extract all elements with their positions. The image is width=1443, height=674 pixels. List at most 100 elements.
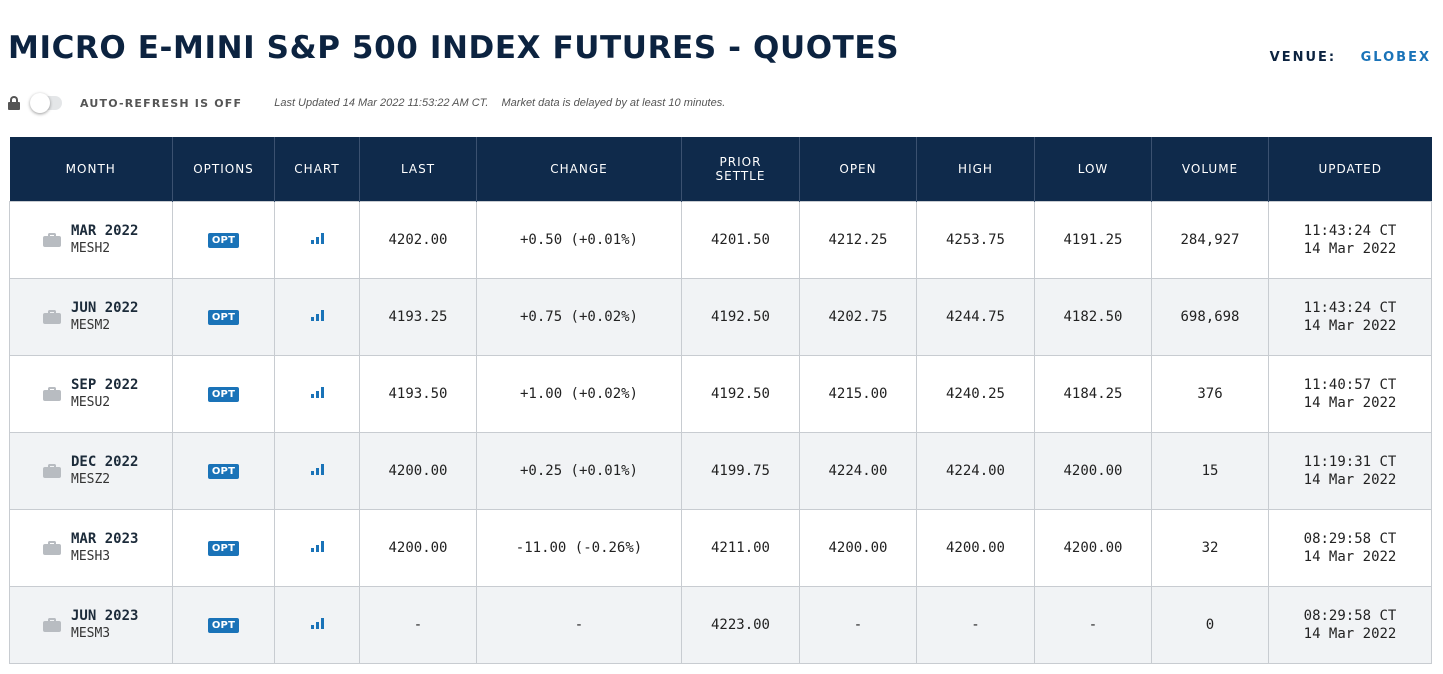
- page-title: MICRO E-MINI S&P 500 INDEX FUTURES - QUO…: [8, 30, 900, 66]
- delay-note-text: Market data is delayed by at least 10 mi…: [501, 97, 726, 109]
- chart-cell: [274, 508, 360, 587]
- options-cell: OPT: [172, 354, 275, 433]
- last-updated-text: Last Updated 14 Mar 2022 11:53:22 AM CT.: [274, 97, 489, 109]
- opt-button[interactable]: OPT: [207, 310, 240, 325]
- updated-cell: 08:29:58 CT 14 Mar 2022: [1268, 508, 1432, 587]
- contract-code: MESU2: [71, 394, 111, 410]
- col-low: LOW: [1034, 137, 1152, 201]
- opt-button[interactable]: OPT: [207, 541, 240, 556]
- table-header-row: MONTH OPTIONS CHART LAST CHANGE PRIOR SET…: [9, 137, 1432, 201]
- volume-cell: 32: [1151, 508, 1269, 587]
- contract-code: MESZ2: [71, 471, 111, 487]
- high-cell: 4224.00: [916, 431, 1035, 510]
- month-cell: DEC 2022 MESZ2: [9, 431, 173, 510]
- col-prior-settle: PRIOR SETTLE: [681, 137, 800, 201]
- col-change: CHANGE: [476, 137, 682, 201]
- col-open: OPEN: [799, 137, 917, 201]
- opt-button[interactable]: OPT: [207, 618, 240, 633]
- bar-chart-icon[interactable]: [310, 309, 324, 321]
- change-cell: +1.00 (+0.02%): [476, 354, 682, 433]
- opt-button[interactable]: OPT: [207, 387, 240, 402]
- prior-settle-cell: 4223.00: [681, 585, 800, 664]
- table-row: MAR 2022 MESH2 OPT 4202.00 +0.50 (+0.01%…: [9, 200, 1432, 279]
- col-updated: UPDATED: [1268, 137, 1432, 201]
- bar-chart-icon[interactable]: [310, 540, 324, 552]
- high-cell: 4200.00: [916, 508, 1035, 587]
- updated-cell: 11:43:24 CT 14 Mar 2022: [1268, 277, 1432, 356]
- opt-button[interactable]: OPT: [207, 233, 240, 248]
- high-cell: 4244.75: [916, 277, 1035, 356]
- volume-cell: 0: [1151, 585, 1269, 664]
- contract-month: MAR 2022: [71, 222, 139, 239]
- updated-date: 14 Mar 2022: [1303, 240, 1397, 257]
- col-last: LAST: [359, 137, 477, 201]
- updated-cell: 08:29:58 CT 14 Mar 2022: [1268, 585, 1432, 664]
- open-cell: -: [799, 585, 917, 664]
- low-cell: -: [1034, 585, 1152, 664]
- updated-cell: 11:40:57 CT 14 Mar 2022: [1268, 354, 1432, 433]
- updated-cell: 11:43:24 CT 14 Mar 2022: [1268, 200, 1432, 279]
- briefcase-icon[interactable]: [43, 540, 61, 555]
- chart-cell: [274, 354, 360, 433]
- prior-settle-cell: 4192.50: [681, 277, 800, 356]
- briefcase-icon[interactable]: [43, 463, 61, 478]
- last-cell: 4200.00: [359, 431, 477, 510]
- updated-time: 11:43:24 CT: [1303, 222, 1397, 239]
- open-cell: 4200.00: [799, 508, 917, 587]
- table-row: SEP 2022 MESU2 OPT 4193.50 +1.00 (+0.02%…: [9, 354, 1432, 433]
- last-updated-note: Last Updated 14 Mar 2022 11:53:22 AM CT.…: [274, 97, 735, 109]
- opt-button[interactable]: OPT: [207, 464, 240, 479]
- last-cell: 4202.00: [359, 200, 477, 279]
- updated-time: 11:43:24 CT: [1303, 299, 1397, 316]
- high-cell: -: [916, 585, 1035, 664]
- change-cell: +0.50 (+0.01%): [476, 200, 682, 279]
- col-prior-settle-line2: SETTLE: [715, 168, 766, 183]
- low-cell: 4191.25: [1034, 200, 1152, 279]
- col-month: MONTH: [9, 137, 173, 201]
- updated-time: 11:19:31 CT: [1303, 453, 1397, 470]
- briefcase-icon[interactable]: [43, 617, 61, 632]
- updated-date: 14 Mar 2022: [1303, 317, 1397, 334]
- venue-label: VENUE:: [1269, 50, 1337, 65]
- month-cell: JUN 2022 MESM2: [9, 277, 173, 356]
- prior-settle-cell: 4199.75: [681, 431, 800, 510]
- change-cell: +0.75 (+0.02%): [476, 277, 682, 356]
- month-cell: JUN 2023 MESM3: [9, 585, 173, 664]
- prior-settle-cell: 4192.50: [681, 354, 800, 433]
- volume-cell: 284,927: [1151, 200, 1269, 279]
- updated-time: 08:29:58 CT: [1303, 530, 1397, 547]
- open-cell: 4224.00: [799, 431, 917, 510]
- quotes-table: MONTH OPTIONS CHART LAST CHANGE PRIOR SET…: [9, 137, 1432, 664]
- status-bar: AUTO-REFRESH IS OFF Last Updated 14 Mar …: [8, 93, 735, 113]
- auto-refresh-toggle[interactable]: [30, 93, 62, 113]
- venue-selector[interactable]: GLOBEX: [1360, 50, 1431, 65]
- bar-chart-icon[interactable]: [310, 386, 324, 398]
- bar-chart-icon[interactable]: [310, 232, 324, 244]
- col-options: OPTIONS: [172, 137, 275, 201]
- options-cell: OPT: [172, 200, 275, 279]
- auto-refresh-label: AUTO-REFRESH IS OFF: [80, 96, 243, 110]
- col-prior-settle-line1: PRIOR: [719, 154, 762, 169]
- contract-month: JUN 2022: [71, 299, 139, 316]
- briefcase-icon[interactable]: [43, 309, 61, 324]
- options-cell: OPT: [172, 508, 275, 587]
- venue: VENUE: GLOBEX: [1270, 50, 1431, 65]
- options-cell: OPT: [172, 431, 275, 510]
- low-cell: 4200.00: [1034, 431, 1152, 510]
- last-cell: 4193.50: [359, 354, 477, 433]
- table-row: DEC 2022 MESZ2 OPT 4200.00 +0.25 (+0.01%…: [9, 431, 1432, 510]
- change-cell: -11.00 (-0.26%): [476, 508, 682, 587]
- bar-chart-icon[interactable]: [310, 463, 324, 475]
- updated-date: 14 Mar 2022: [1303, 394, 1397, 411]
- bar-chart-icon[interactable]: [310, 617, 324, 629]
- contract-code: MESM3: [71, 625, 111, 641]
- briefcase-icon[interactable]: [43, 386, 61, 401]
- contract-month: MAR 2023: [71, 530, 139, 547]
- col-chart: CHART: [274, 137, 360, 201]
- briefcase-icon[interactable]: [43, 232, 61, 247]
- volume-cell: 376: [1151, 354, 1269, 433]
- table-row: MAR 2023 MESH3 OPT 4200.00 -11.00 (-0.26…: [9, 508, 1432, 587]
- low-cell: 4182.50: [1034, 277, 1152, 356]
- month-cell: SEP 2022 MESU2: [9, 354, 173, 433]
- last-cell: 4193.25: [359, 277, 477, 356]
